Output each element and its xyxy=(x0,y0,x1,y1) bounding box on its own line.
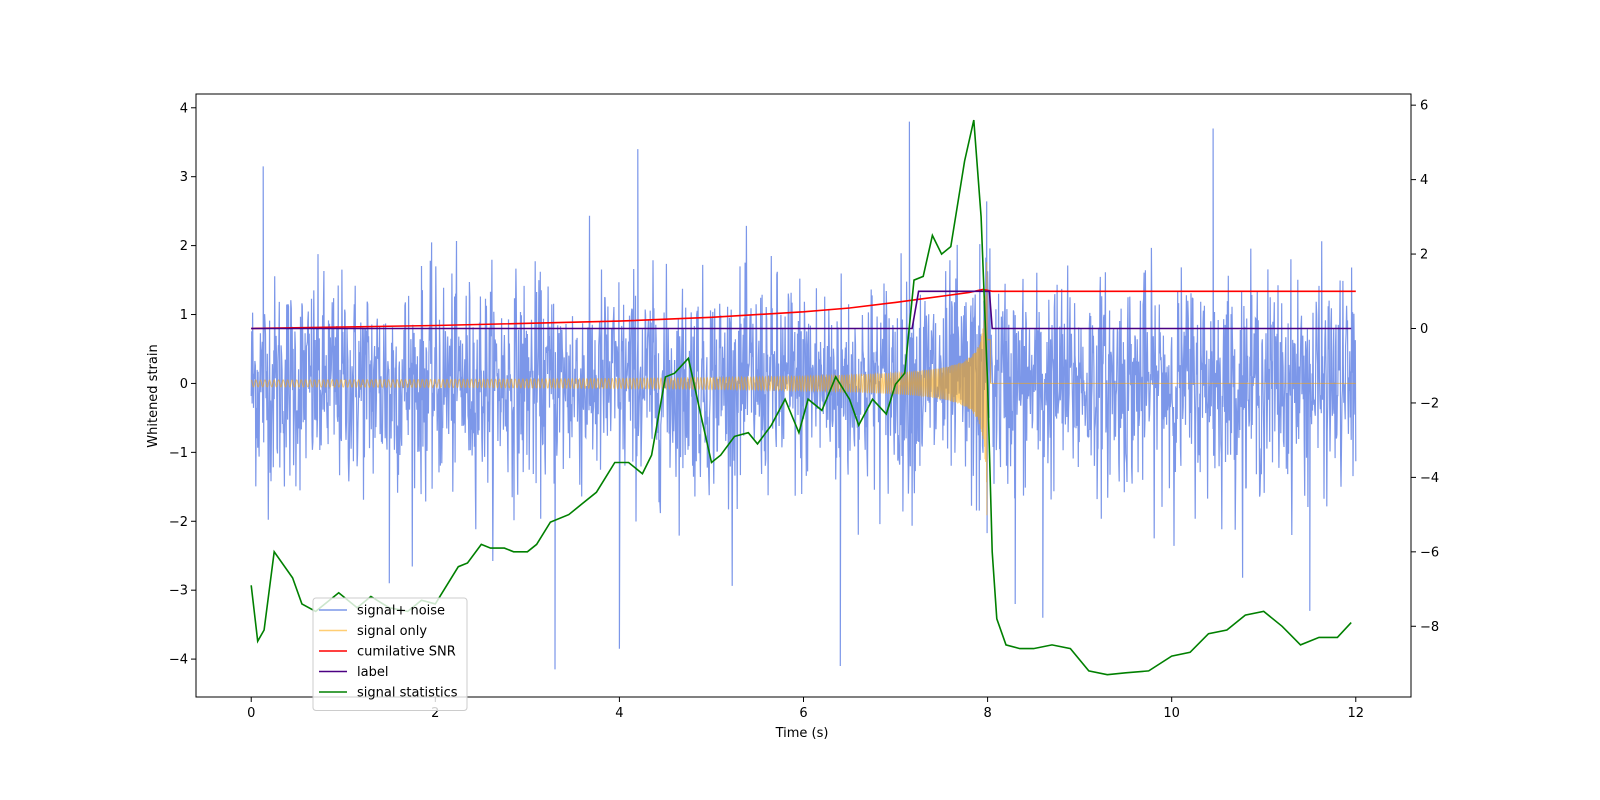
series-line-signal-only xyxy=(250,262,1356,516)
series-line-cumilative-snr xyxy=(251,288,1356,330)
x-tick-label: 0 xyxy=(247,706,255,721)
x-tick-label: 12 xyxy=(1347,706,1364,721)
x-tick-label: 6 xyxy=(799,706,807,721)
y-axis-label-left: Whitened strain xyxy=(146,344,161,447)
y-right-tick-label: 0 xyxy=(1420,322,1428,337)
y-left-tick-label: 3 xyxy=(180,170,188,185)
legend-label: cumilative SNR xyxy=(357,645,456,660)
y-left-tick-label: −1 xyxy=(169,446,188,461)
x-axis-label: Time (s) xyxy=(775,726,829,741)
legend-box xyxy=(312,597,468,711)
y-right-tick-label: −6 xyxy=(1420,545,1439,560)
legend-label: signal+ noise xyxy=(357,604,445,619)
y-left-tick-label: 2 xyxy=(180,239,188,254)
plot-area xyxy=(250,119,1357,676)
y-left-tick-label: −3 xyxy=(169,584,188,599)
y-left-tick-label: 4 xyxy=(180,101,188,116)
y-left-tick-label: −2 xyxy=(169,515,188,530)
y-right-tick-label: 4 xyxy=(1420,173,1428,188)
y-right-tick-label: −2 xyxy=(1420,396,1439,411)
legend-label: label xyxy=(357,665,388,680)
x-tick-label: 4 xyxy=(615,706,623,721)
y-left-tick-label: −4 xyxy=(169,653,188,668)
y-right-tick-label: −4 xyxy=(1420,471,1439,486)
y-right-tick-label: −8 xyxy=(1420,620,1439,635)
series-line-signal-noise xyxy=(250,121,1357,670)
x-tick-label: 8 xyxy=(983,706,991,721)
x-tick-label: 10 xyxy=(1163,706,1180,721)
legend: signal+ noise signal only cumilative SNR la… xyxy=(312,597,468,711)
y-left-tick-label: 0 xyxy=(180,377,188,392)
x-tick-label: 2 xyxy=(431,706,439,721)
y-right-tick-label: 6 xyxy=(1420,99,1428,114)
y-left-tick-label: 1 xyxy=(180,308,188,323)
series-line-label xyxy=(251,290,1352,330)
legend-label: signal statistics xyxy=(357,686,458,701)
y-right-tick-label: 2 xyxy=(1420,248,1428,263)
legend-label: signal only xyxy=(357,624,427,639)
